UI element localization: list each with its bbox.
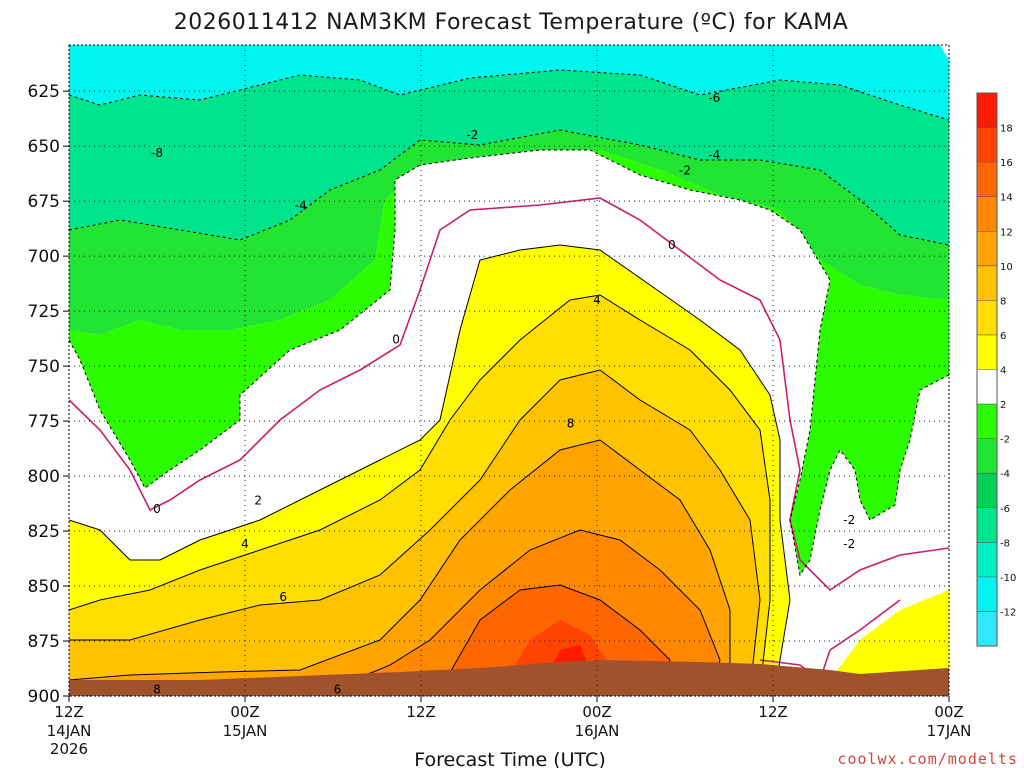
y-tick-label: 875 — [28, 632, 60, 652]
colorbar-label: 2 — [1000, 400, 1006, 411]
colorbar-swatch — [977, 162, 997, 198]
contour-label: -2 — [843, 537, 855, 551]
colorbar-label: 6 — [1000, 331, 1006, 342]
contour-labels: -8 -6 -4 -4 -2 -2 -2 -2 0 0 0 2 4 4 6 8 8 6 — [151, 91, 855, 697]
y-tick-label: 775 — [28, 412, 60, 432]
y-tick-label: 725 — [28, 302, 60, 322]
chart-title: 2026011412 NAM3KM Forecast Temperature (… — [174, 10, 849, 35]
colorbar-swatch — [977, 265, 997, 301]
x-axis-label: Forecast Time (UTC) — [414, 749, 605, 768]
y-tick-label: 750 — [28, 357, 60, 377]
contour-line-minus2 — [69, 149, 949, 577]
contour-line-minus6 — [69, 69, 949, 121]
contour-label: -2 — [843, 513, 855, 527]
colorbar: 18 16 14 12 10 8 6 4 2 -2 -4 -6 -8 -10 -12 — [976, 92, 1016, 647]
y-axis: 625 650 675 700 725 750 775 800 825 850 875 900 — [28, 82, 69, 707]
contour-line-4 — [69, 294, 771, 691]
contour-label: -2 — [679, 163, 691, 177]
colorbar-label: 4 — [1000, 366, 1006, 377]
colorbar-label: -2 — [1000, 435, 1010, 446]
contour-label: 8 — [567, 416, 575, 430]
colorbar-swatch — [977, 611, 997, 647]
colorbar-label: -10 — [1000, 573, 1016, 584]
contour-label: -4 — [295, 199, 307, 213]
x-tick-date-label: 16JAN — [575, 722, 620, 740]
contour-line-8 — [69, 439, 731, 690]
colorbar-swatch — [977, 369, 997, 405]
contour-label: 8 — [153, 682, 161, 696]
contour-label: -8 — [151, 146, 163, 160]
colorbar-swatch — [977, 196, 997, 232]
contour-line-6 — [69, 369, 761, 691]
y-tick-label: 800 — [28, 467, 60, 487]
colorbar-label: 14 — [1000, 193, 1013, 204]
contour-line-10 — [329, 529, 721, 691]
colorbar-swatch — [977, 334, 997, 370]
colorbar-swatch — [977, 404, 997, 440]
y-tick-label: 650 — [28, 137, 60, 157]
contour-label: 0 — [153, 502, 161, 516]
x-tick-time-label: 00Z — [582, 703, 611, 721]
contour-label: -4 — [708, 148, 720, 162]
band-plus2-right — [830, 590, 949, 690]
contour-label: 0 — [668, 238, 676, 252]
colorbar-swatch — [977, 300, 997, 336]
contour-label: 4 — [593, 293, 601, 307]
band-cold-minus10 — [69, 45, 949, 120]
colorbar-label: -12 — [1000, 607, 1016, 618]
x-tick-date-label: 15JAN — [223, 722, 268, 740]
x-tick-time-label: 00Z — [934, 703, 963, 721]
contour-label: 6 — [279, 590, 287, 604]
contour-line-12 — [439, 584, 671, 691]
x-tick-time-label: 00Z — [230, 703, 259, 721]
x-tick-time-label: 12Z — [54, 703, 83, 721]
colorbar-swatch — [977, 127, 997, 163]
band-minus4 — [69, 150, 949, 575]
colorbar-swatch — [977, 231, 997, 267]
y-tick-label: 900 — [28, 687, 60, 707]
colorbar-label: 10 — [1000, 262, 1013, 273]
contour-label: 4 — [241, 537, 249, 551]
colorbar-swatch — [977, 576, 997, 612]
y-tick-label: 850 — [28, 577, 60, 597]
x-tick-date-label: 17JAN — [927, 722, 972, 740]
x-tick-time-label: 12Z — [406, 703, 435, 721]
x-tick-date-label: 14JAN — [47, 722, 92, 740]
contour-label: -6 — [708, 91, 720, 105]
x-tick-time-label: 12Z — [758, 703, 787, 721]
colorbar-label: -6 — [1000, 504, 1010, 515]
contour-label: 2 — [254, 493, 262, 507]
grid-lines — [69, 45, 949, 697]
colorbar-label: 8 — [1000, 296, 1006, 307]
colorbar-label: -8 — [1000, 538, 1010, 549]
surface-terrain — [69, 660, 949, 696]
plot-frame — [68, 44, 950, 697]
colorbar-swatch — [977, 438, 997, 474]
y-tick-label: 700 — [28, 247, 60, 267]
colorbar-label: 18 — [1000, 124, 1013, 135]
band-minus6 — [69, 130, 949, 335]
plot-area: -8 -6 -4 -4 -2 -2 -2 -2 0 0 0 2 4 4 6 8 8 6 — [68, 44, 950, 697]
colorbar-label: 16 — [1000, 158, 1013, 169]
colorbar-swatch — [977, 542, 997, 578]
colorbar-swatch — [977, 93, 997, 129]
zero-isotherm-low — [759, 599, 901, 682]
y-tick-label: 675 — [28, 192, 60, 212]
y-tick-label: 625 — [28, 82, 60, 102]
credit-text: coolwx.com/modelts — [837, 750, 1018, 768]
contour-label: 6 — [334, 682, 342, 696]
contour-label: -2 — [466, 128, 478, 142]
colorbar-label: -4 — [1000, 469, 1010, 480]
y-tick-label: 825 — [28, 522, 60, 542]
zero-isotherm — [69, 197, 949, 592]
contour-label: 0 — [392, 333, 400, 347]
x-tick-year-label: 2026 — [50, 740, 88, 758]
colorbar-label: 12 — [1000, 227, 1013, 238]
colorbar-swatch — [977, 473, 997, 509]
colorbar-swatch — [977, 507, 997, 543]
